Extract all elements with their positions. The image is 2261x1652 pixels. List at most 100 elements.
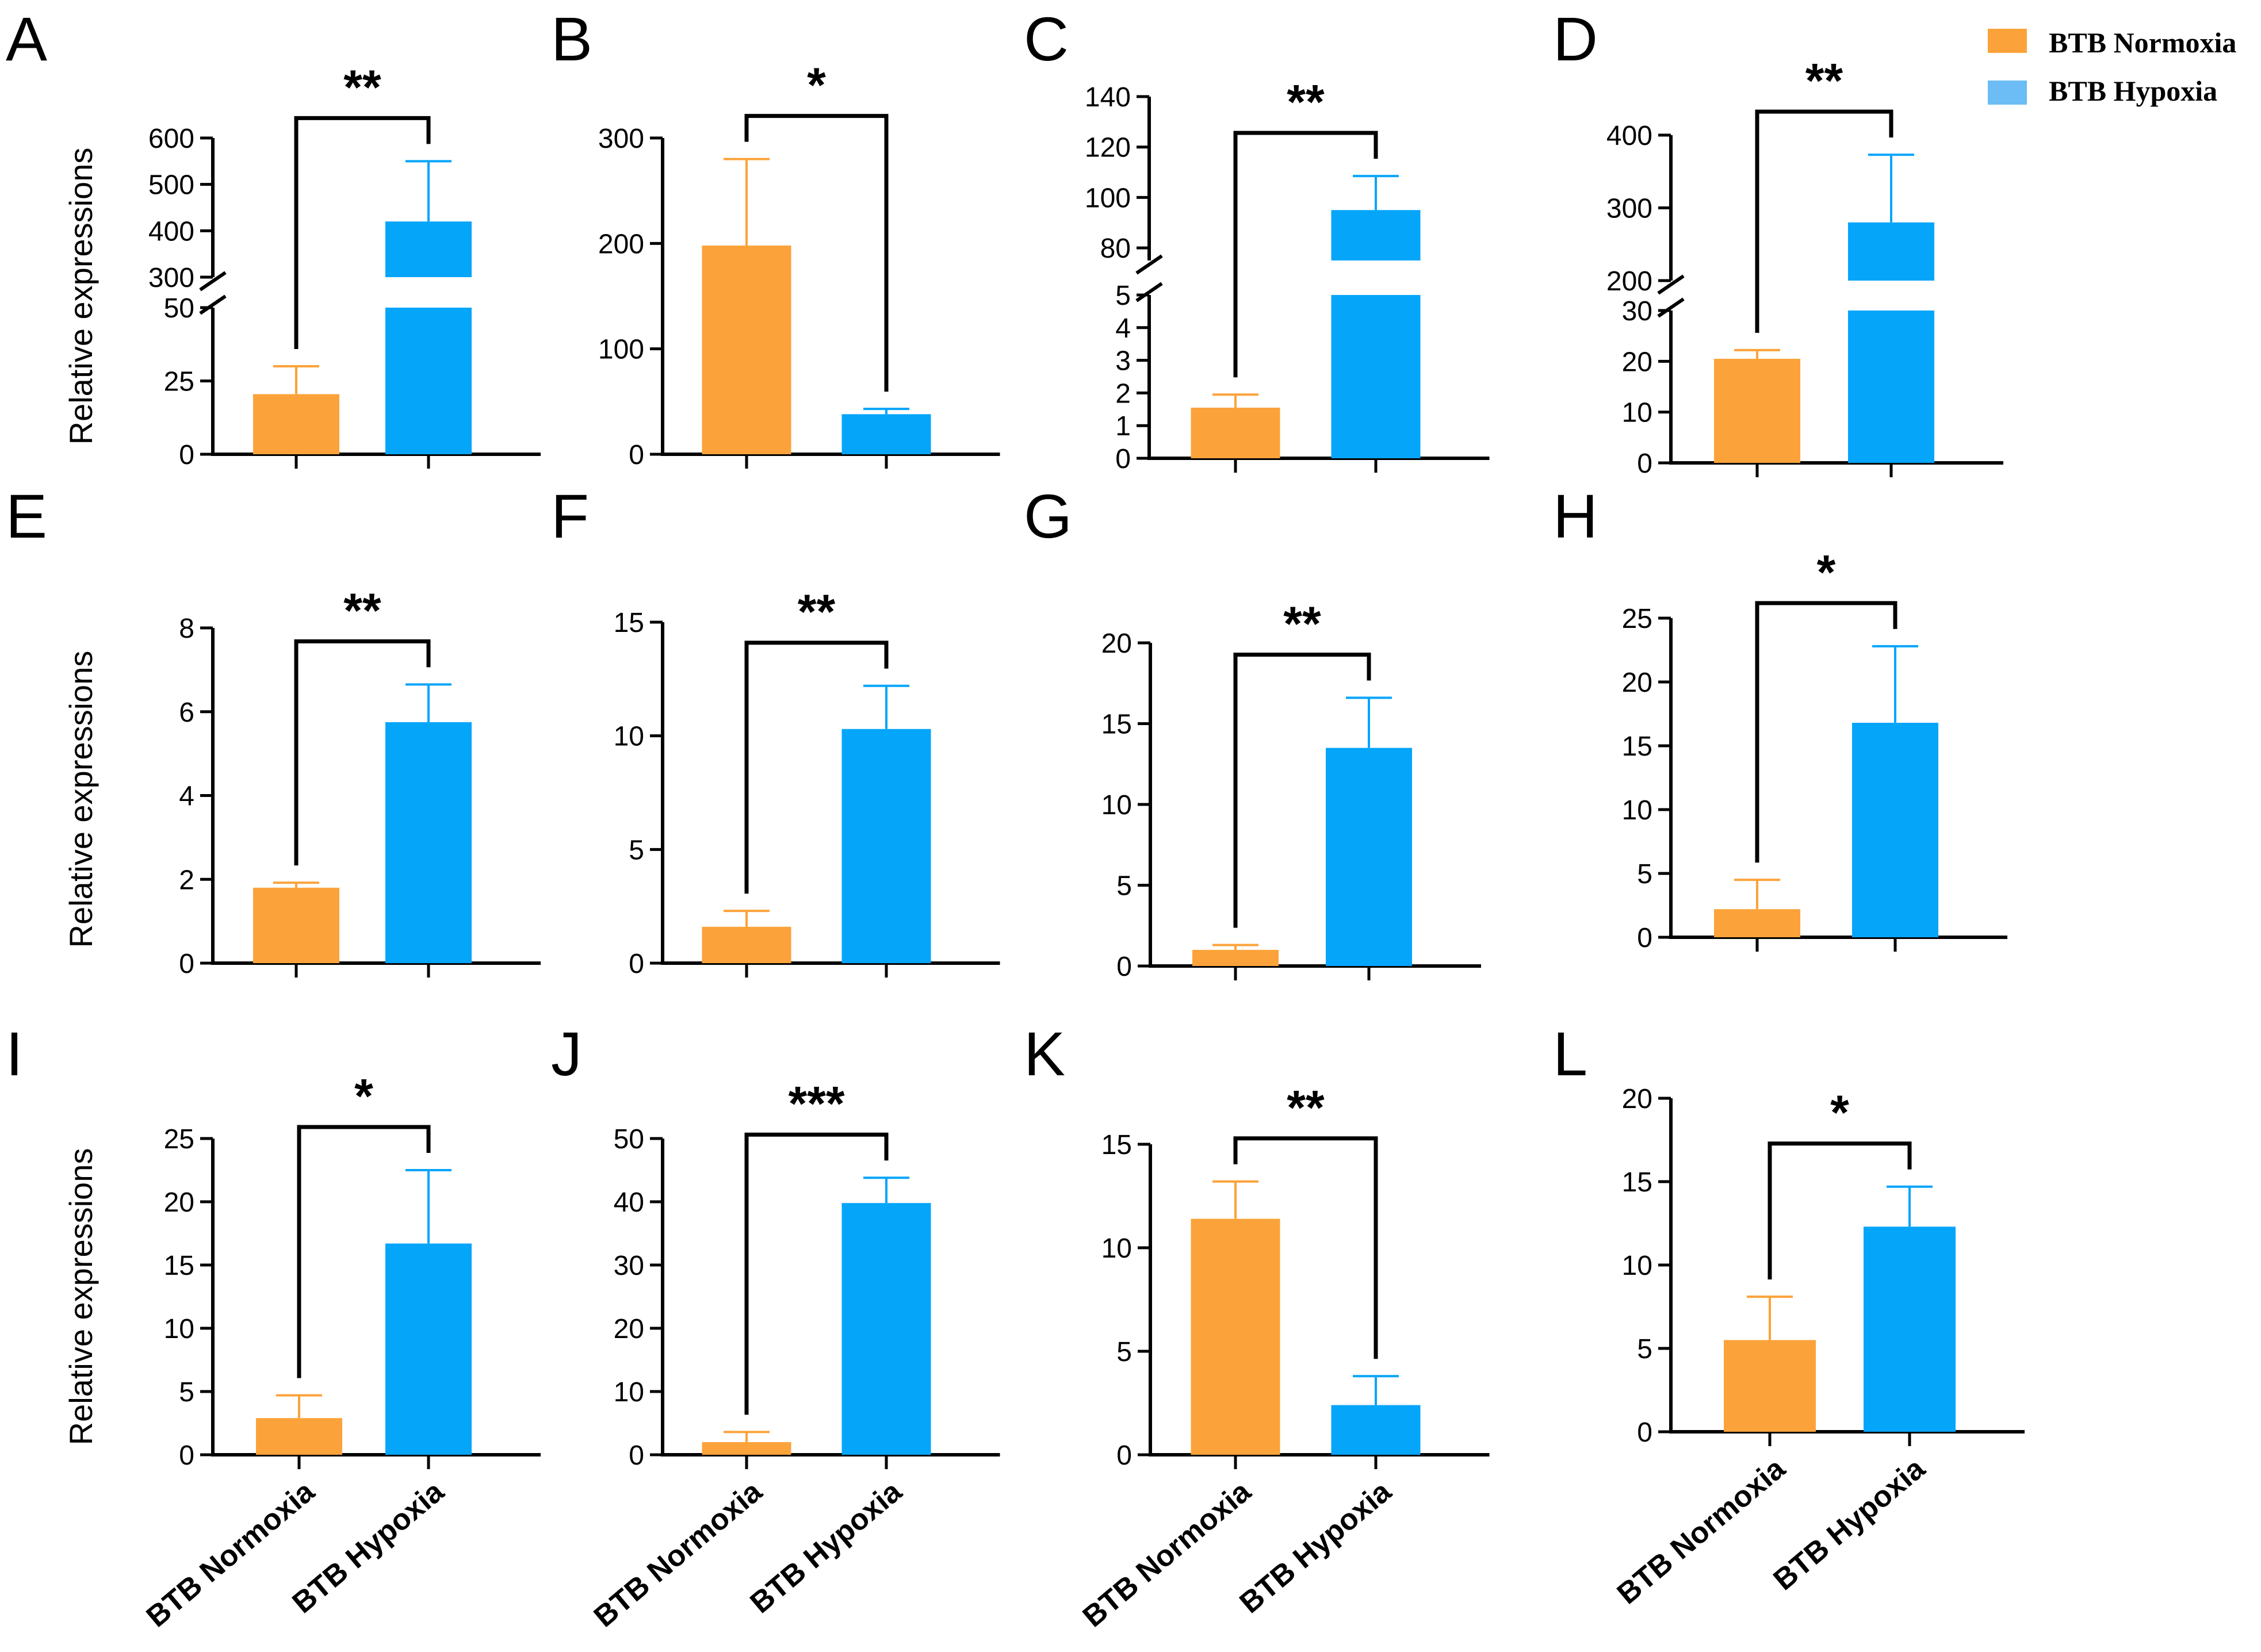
legend: BTB Normoxia BTB Hypoxia [1988, 26, 2236, 107]
panel-j-y-tick-label: 0 [629, 1440, 644, 1471]
panel-a: A 300 400 500 600 0 25 50 ** Relative expressions [6, 4, 541, 470]
panel-f-y-tick-label: 10 [614, 722, 644, 752]
panel-i-x-category-label: BTB Normoxia [140, 1474, 322, 1634]
panel-i-y-tick-label: 15 [164, 1251, 194, 1281]
panel-l-letter: L [1553, 1019, 1587, 1088]
panel-a-bar-hypoxia-upper [385, 221, 472, 277]
panel-c-letter: C [1024, 4, 1069, 74]
panel-g-letter: G [1024, 481, 1072, 551]
panel-d-bar-normoxia [1714, 358, 1800, 463]
panel-b-y-tick-label: 300 [598, 124, 644, 154]
panel-i-significance-bracket [297, 1125, 431, 1378]
panel-d-bar-hypoxia-upper [1848, 222, 1934, 281]
panel-k-x-category-label: BTB Hypoxia [1234, 1474, 1398, 1620]
panel-c-y-tick-label: 5 [1115, 281, 1131, 311]
panel-h-y-tick-label: 25 [1622, 604, 1652, 634]
panel-h-y-tick-label: 5 [1637, 859, 1652, 890]
panel-l-x-category-label: BTB Normoxia [1611, 1451, 1792, 1611]
panel-c-y-tick-label: 1 [1115, 411, 1131, 442]
panel-j-bar-normoxia [702, 1442, 791, 1455]
panel-j-y-tick-label: 10 [614, 1377, 644, 1408]
panel-e-y-tick-label: 6 [179, 697, 194, 728]
panel-a-bar-normoxia [253, 394, 339, 454]
panel-c-y-tick-label: 2 [1115, 378, 1131, 409]
panel-a-significance-label: ** [343, 60, 381, 114]
panel-k-letter: K [1024, 1019, 1065, 1088]
panel-b: B 0 100 200 300 * [551, 4, 1000, 470]
panel-g: G 0 5 10 15 20 ** [1024, 481, 1481, 982]
panel-c-y-tick-label: 0 [1115, 444, 1131, 474]
panel-l-y-tick-label: 20 [1622, 1084, 1652, 1114]
panel-b-y-tick-label: 0 [629, 440, 644, 470]
panel-g-y-tick-label: 0 [1116, 952, 1132, 982]
panel-c-bar-normoxia [1191, 407, 1280, 458]
panel-a-y-tick-label: 500 [148, 170, 194, 201]
legend-swatch-normoxia [1988, 29, 2027, 53]
panel-c-bar-hypoxia [1331, 295, 1421, 458]
panel-i-y-tick-label: 25 [164, 1124, 194, 1155]
panel-a-axis-break-mark-lower [199, 294, 227, 315]
panel-l-bar-hypoxia [1864, 1226, 1956, 1432]
panel-i-bar-hypoxia [385, 1243, 472, 1455]
panel-e-y-tick-label: 2 [179, 865, 194, 895]
panel-g-bar-normoxia [1192, 949, 1279, 966]
panel-d-y-tick-label: 200 [1606, 266, 1652, 297]
panel-h-bar-hypoxia [1852, 723, 1938, 937]
panel-j-y-tick-label: 40 [614, 1187, 644, 1218]
panel-d-axis-break-mark-upper [1657, 274, 1685, 295]
panel-d-y-tick-label: 0 [1637, 449, 1652, 479]
panel-g-significance-label: ** [1283, 597, 1321, 651]
panel-h-y-tick-label: 0 [1637, 923, 1652, 953]
panel-e-bar-hypoxia [385, 722, 472, 963]
panel-a-y-axis-label: Relative expressions [63, 148, 99, 445]
panel-i-letter: I [6, 1019, 23, 1088]
panel-l-significance-bracket [1768, 1141, 1912, 1280]
panel-k-significance-bracket [1233, 1136, 1378, 1359]
panel-e-y-tick-label: 0 [179, 949, 194, 979]
panel-j-y-tick-label: 30 [614, 1251, 644, 1281]
panel-a-bar-hypoxia [385, 308, 472, 454]
panel-e-bar-normoxia [253, 887, 339, 963]
panel-g-y-tick-label: 10 [1101, 790, 1132, 821]
panel-d-y-tick-label: 20 [1622, 347, 1652, 377]
panel-j-significance-bracket [744, 1132, 889, 1415]
panel-k-significance-label: ** [1287, 1080, 1325, 1134]
panel-a-significance-bracket [294, 116, 431, 349]
panel-c-y-tick-label: 120 [1085, 133, 1131, 163]
panel-e: E 0 2 4 6 8 ** Relative expressions [6, 481, 541, 979]
panel-e-y-axis-label: Relative expressions [63, 651, 99, 948]
panel-a-axis-break-mark-upper [199, 271, 227, 292]
panel-f-bar-normoxia [702, 926, 791, 963]
panel-k-x-category-label: BTB Normoxia [1077, 1474, 1258, 1634]
panel-g-bar-hypoxia [1326, 748, 1412, 966]
panel-d-axis-break-mark-lower [1657, 297, 1685, 318]
panel-d-y-tick-label: 300 [1606, 194, 1652, 224]
panel-b-bar-hypoxia [841, 414, 931, 454]
panel-d-y-tick-label: 30 [1622, 296, 1652, 327]
panel-d-bar-hypoxia [1848, 311, 1934, 463]
panel-k-bar-normoxia [1191, 1218, 1280, 1455]
panel-i-y-axis-label: Relative expressions [63, 1148, 99, 1446]
panel-c-y-tick-label: 4 [1115, 313, 1131, 344]
panel-d-y-tick-label: 10 [1622, 398, 1652, 428]
panel-c-y-tick-label: 3 [1115, 346, 1131, 377]
panel-b-significance-label: * [807, 58, 826, 112]
panel-b-bar-normoxia [702, 246, 791, 454]
panel-e-letter: E [6, 481, 47, 551]
panel-k-y-tick-label: 0 [1116, 1440, 1132, 1471]
panel-c-axis-break-mark-upper [1135, 254, 1163, 275]
panel-c-y-tick-label: 80 [1100, 233, 1131, 264]
panel-i-bar-normoxia [256, 1418, 342, 1455]
panel-d-significance-bracket [1755, 109, 1893, 333]
panel-l-y-tick-label: 5 [1637, 1334, 1652, 1364]
panel-k-y-tick-label: 15 [1101, 1130, 1132, 1160]
legend-swatch-hypoxia [1988, 81, 2027, 105]
panel-c-y-tick-label: 100 [1085, 183, 1131, 213]
panel-i-y-tick-label: 20 [164, 1187, 194, 1218]
panel-d: D 200 300 400 0 10 20 30 ** [1553, 4, 2003, 479]
